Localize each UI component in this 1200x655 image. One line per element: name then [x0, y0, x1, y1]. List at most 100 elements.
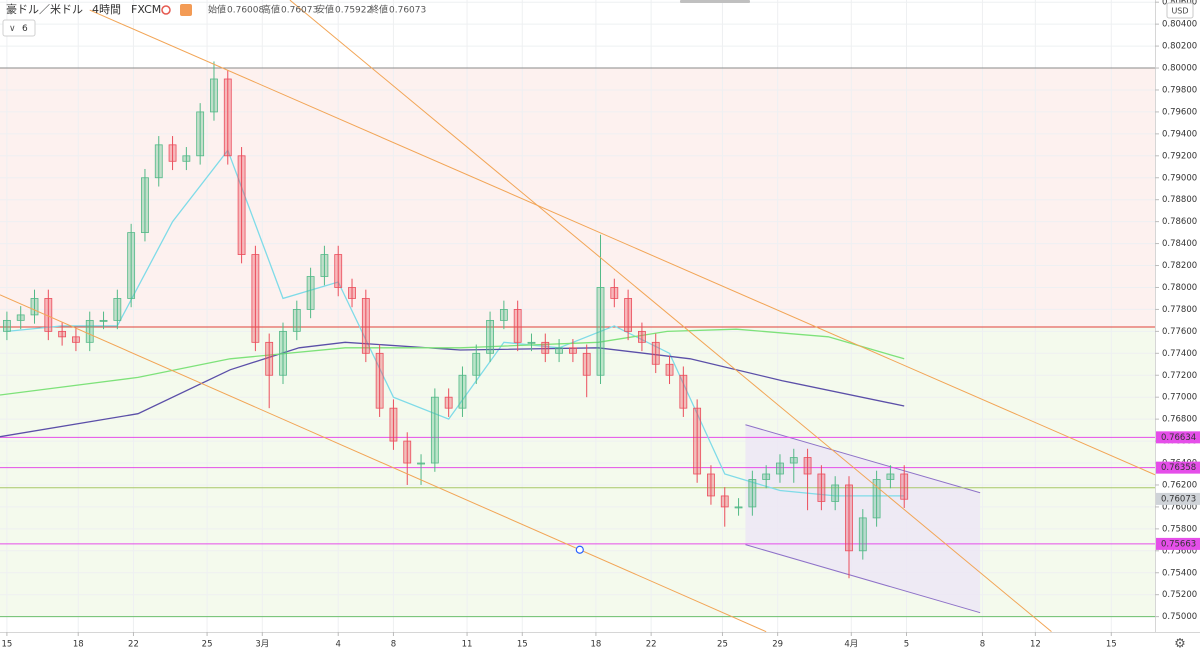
x-tick-label: 8 [391, 640, 396, 650]
y-tick-label: 0.76800 [1162, 415, 1197, 425]
candle-body [845, 484, 853, 552]
y-tick-label: 0.77400 [1162, 349, 1197, 359]
x-tick-label: 3月 [255, 640, 269, 650]
y-tick-label: 0.78000 [1162, 283, 1197, 293]
y-tick-label: 0.77000 [1162, 393, 1197, 403]
candle-body [223, 78, 232, 157]
candle-body [458, 374, 467, 409]
candle-body [748, 479, 757, 508]
candle-body [858, 517, 867, 552]
candle-body [513, 309, 522, 343]
candle-body [486, 319, 494, 354]
y-tick-label: 0.80200 [1162, 42, 1197, 52]
channel-lower [745, 544, 981, 614]
scroll-handle [680, 0, 750, 3]
ohlc-value: 0.75922 [335, 6, 372, 16]
ohlc-label: 高値 [262, 4, 280, 16]
source: FXCM [131, 3, 161, 16]
candle-body [596, 287, 605, 376]
x-tick-label: 18 [73, 640, 84, 650]
candle-body [196, 111, 205, 157]
y-tick-label: 0.79200 [1162, 151, 1197, 161]
candle-body [237, 155, 246, 255]
candle-body [375, 352, 384, 409]
y-tick-label: 0.75800 [1162, 524, 1197, 534]
y-tick-label: 0.76200 [1162, 480, 1197, 490]
candle-body [900, 473, 909, 500]
y-tick-label: 0.75600 [1162, 546, 1197, 556]
candle-body [403, 440, 412, 464]
candle-body [251, 254, 260, 343]
currency-box[interactable] [1166, 2, 1194, 19]
y-tick-label: 0.77600 [1162, 327, 1197, 337]
candle-body [99, 319, 108, 322]
trendline [289, 0, 1052, 633]
y-tick-label: 0.79000 [1162, 173, 1197, 183]
ohlc-value: 0.76073 [389, 6, 426, 16]
candle-body [789, 457, 798, 464]
candle-body [665, 363, 674, 376]
candle-body [265, 341, 274, 376]
candle-body [499, 309, 508, 321]
y-tick-label: 0.78400 [1162, 239, 1197, 249]
y-tick-label: 0.79400 [1162, 129, 1197, 139]
y-tick-label: 0.79600 [1162, 107, 1197, 117]
x-tick-label: 15 [1106, 640, 1117, 650]
interval: 4時間 [92, 3, 121, 16]
x-tick-label: 12 [1030, 640, 1041, 650]
currency: USD [1171, 7, 1188, 16]
y-tick-label: 0.75400 [1162, 568, 1197, 578]
candle-body [348, 287, 356, 299]
candle-body [3, 319, 11, 332]
x-tick-label: 8 [980, 640, 985, 650]
candle-body [817, 473, 826, 502]
y-tick-label: 0.78200 [1162, 261, 1197, 271]
last-price-tag [1156, 492, 1200, 505]
indicator-count: 6 [22, 24, 28, 34]
candle-body [803, 457, 812, 475]
level-tag [1156, 431, 1200, 444]
x-tick-label: 22 [646, 640, 657, 650]
candle-body [334, 254, 343, 288]
y-tick-label: 0.80000 [1162, 64, 1197, 74]
candle-body [872, 479, 881, 519]
candle-body [141, 177, 149, 234]
zone [0, 68, 1155, 327]
indicator-toggle[interactable] [2, 19, 36, 37]
candle-body [127, 232, 136, 299]
ohlc-label: 終値 [370, 4, 388, 16]
y-tick-label: 0.75000 [1162, 612, 1197, 622]
level-tag-label: 0.76358 [1161, 463, 1196, 473]
candle-body [30, 298, 39, 316]
candle-body [389, 407, 398, 442]
candle-body [182, 155, 191, 162]
candle-body [472, 352, 481, 376]
y-tick-label: 0.80400 [1162, 20, 1197, 30]
candle-body [292, 309, 301, 332]
candle-body [886, 473, 895, 480]
level-tag-label: 0.76634 [1161, 433, 1196, 443]
candle-body [430, 396, 439, 464]
candle-body [610, 287, 619, 299]
candle-body [168, 144, 177, 162]
symbol: 豪ドル／米ドル [6, 2, 83, 16]
trendline [89, 9, 1156, 476]
data-icon [180, 4, 192, 16]
y-tick-label: 0.79800 [1162, 85, 1197, 95]
candle-body [707, 473, 715, 497]
last-price-label: 0.76073 [1161, 494, 1196, 504]
candle-body [720, 495, 729, 508]
candle-body [651, 341, 660, 365]
trendline-handle [575, 545, 584, 554]
x-tick-label: 4月 [844, 640, 858, 650]
ohlc-value: 0.76073 [281, 6, 318, 16]
ohlc-label: 始値 [208, 4, 226, 16]
candle-body [624, 298, 633, 332]
level-tag-label: 0.75663 [1161, 539, 1196, 549]
candle-body [444, 396, 453, 409]
settings-icon[interactable]: ⚙ [1174, 637, 1186, 652]
